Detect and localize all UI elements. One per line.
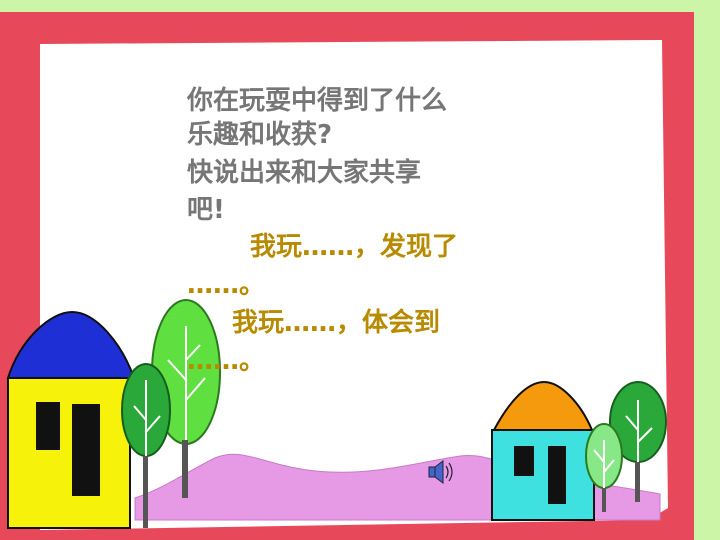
answer-line-4: ……。 <box>187 346 266 376</box>
speaker-icon[interactable] <box>428 460 453 484</box>
tree-right-light <box>585 423 623 512</box>
left-house-wall <box>7 377 131 529</box>
answer-line-1: 我玩……，发现了 <box>250 232 459 262</box>
question-line-1: 你在玩耍中得到了什么 <box>187 86 448 116</box>
answer-line-2: ……。 <box>187 270 266 300</box>
question-line-3: 快说出来和大家共享 <box>187 158 422 188</box>
left-house-window <box>36 402 60 450</box>
left-house-door <box>72 404 100 496</box>
question-line-2: 乐趣和收获? <box>187 120 333 150</box>
left-house <box>6 310 136 529</box>
tree-right-dark <box>609 381 667 502</box>
right-house <box>491 380 595 521</box>
left-house-roof <box>6 310 136 379</box>
answer-line-3: 我玩……，体会到 <box>232 308 441 338</box>
question-line-4: 吧! <box>187 195 225 225</box>
right-house-wall <box>491 429 595 521</box>
right-house-door <box>548 446 566 504</box>
tree-dark <box>121 363 171 528</box>
right-house-roof <box>492 380 594 431</box>
right-house-window <box>514 446 534 476</box>
right-green-strip <box>694 0 720 540</box>
